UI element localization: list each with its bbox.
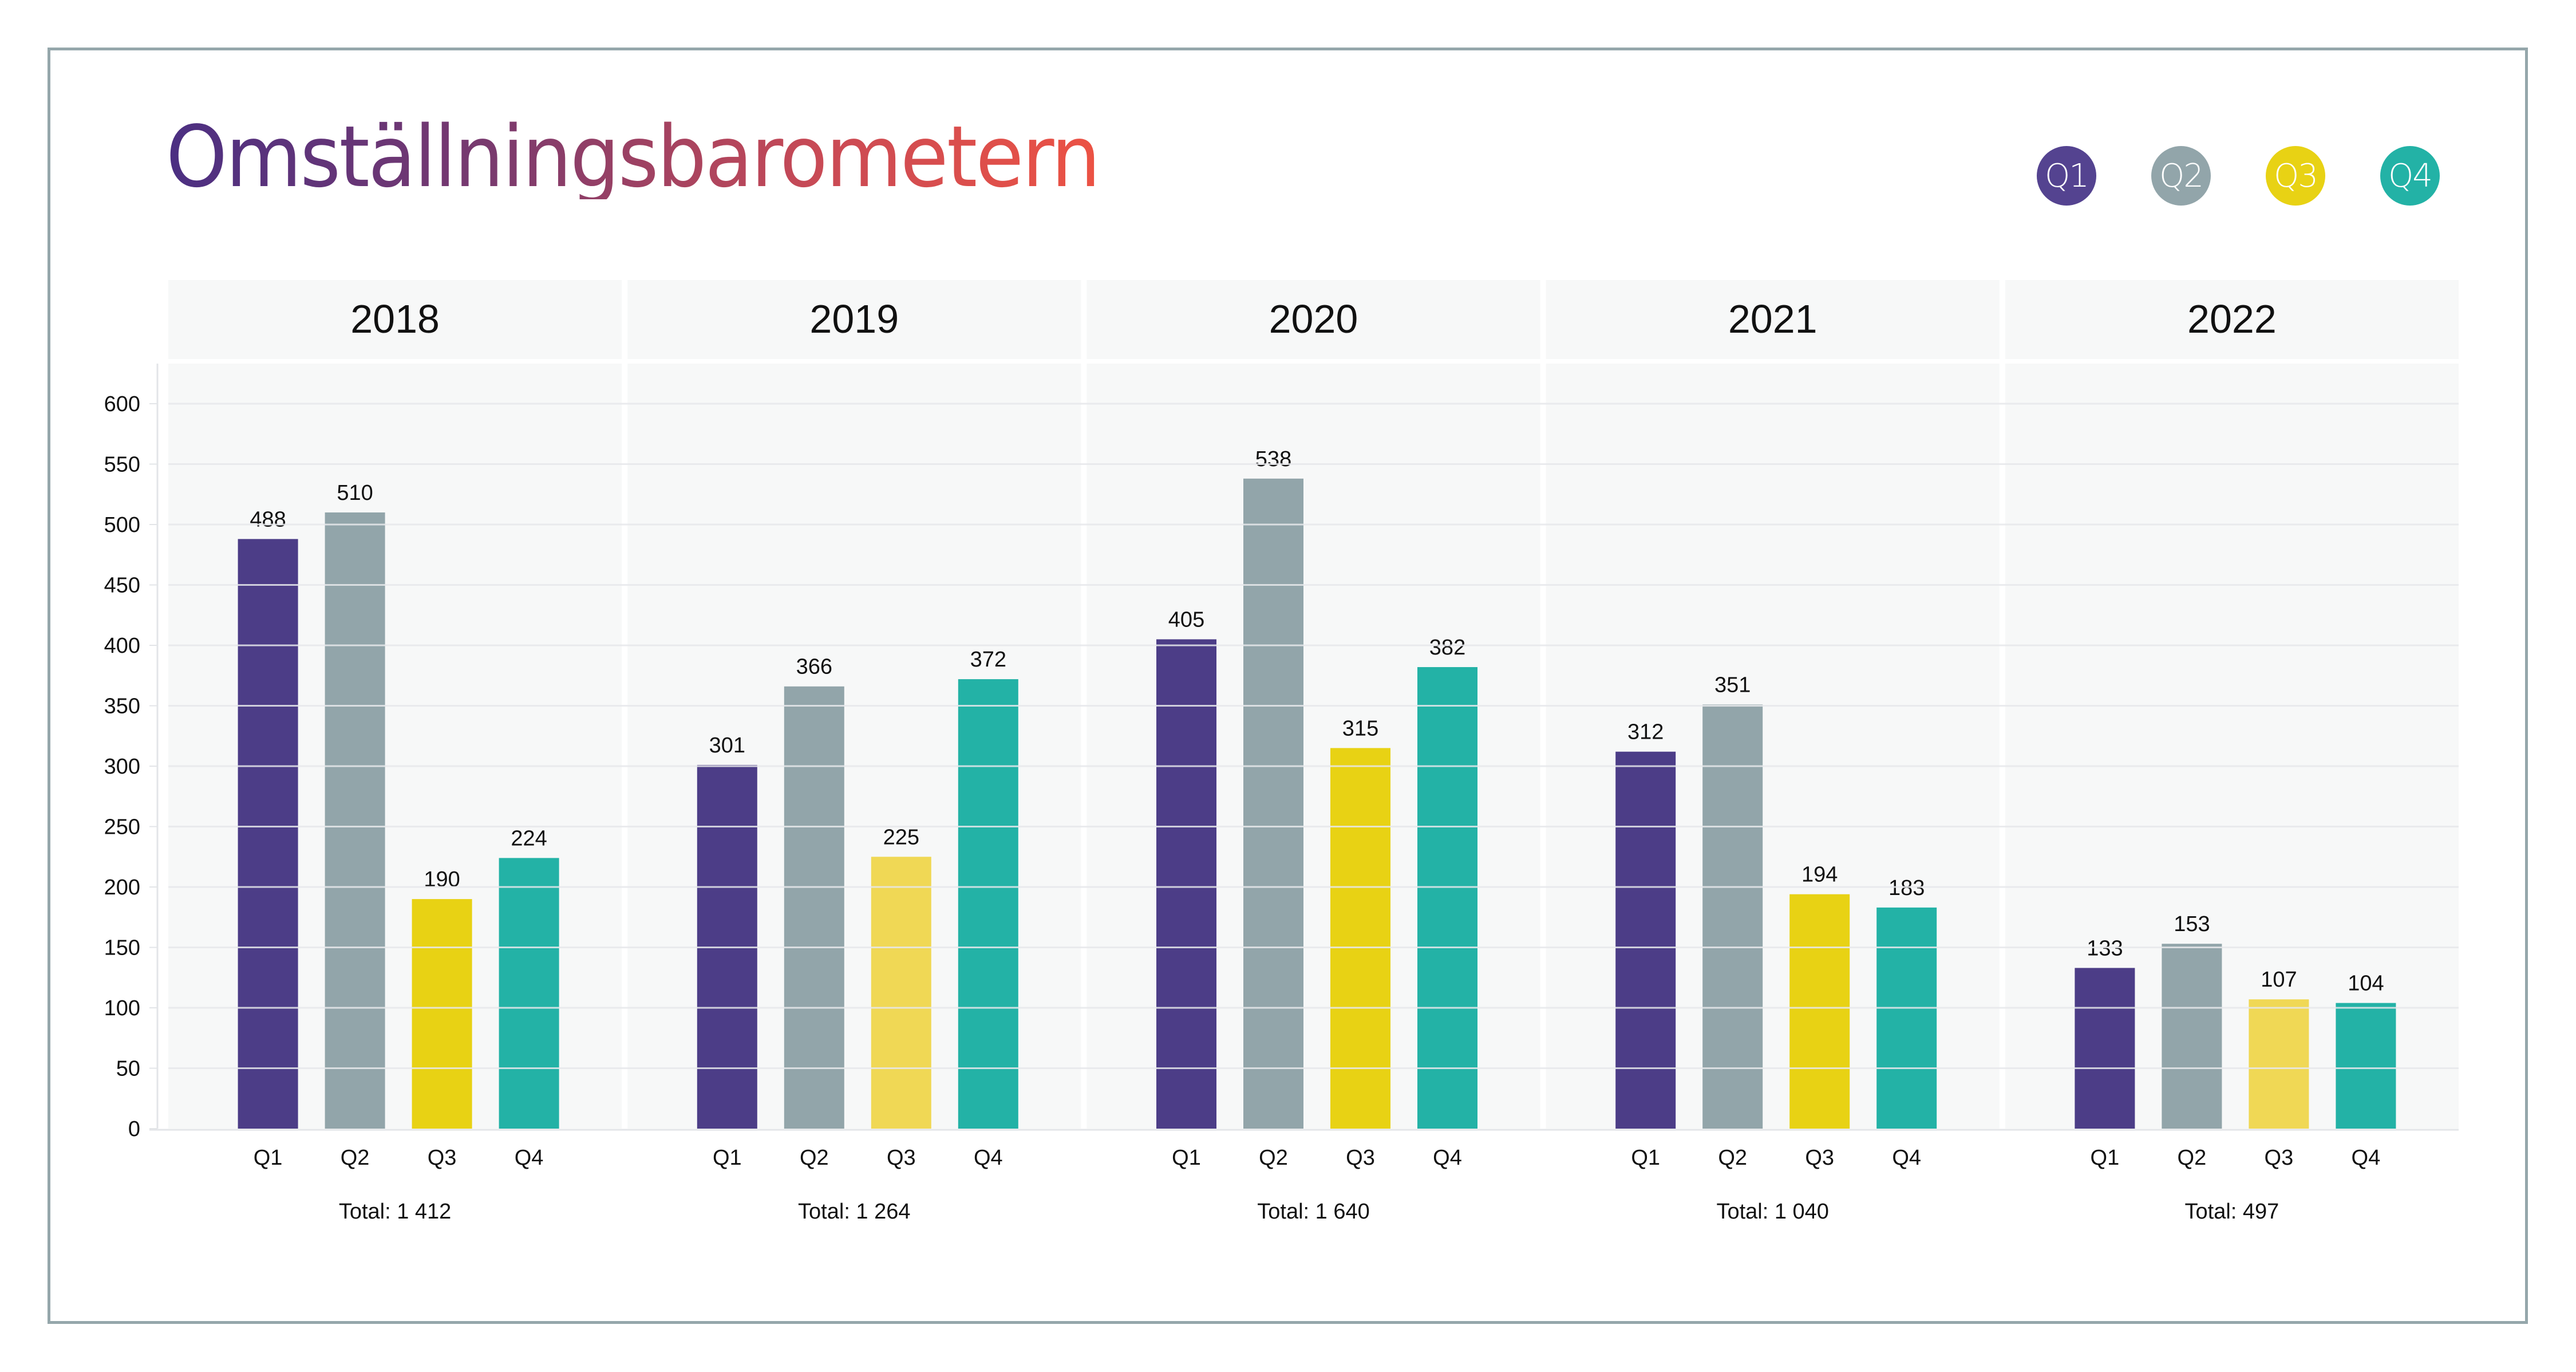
- bar-2018-q4: [499, 858, 559, 1129]
- y-tick-label: 600: [104, 392, 140, 416]
- bar-2019-q4: [958, 679, 1018, 1129]
- x-tick-label: Q3: [2265, 1146, 2294, 1170]
- value-label: 351: [1714, 673, 1751, 697]
- x-tick-label: Q1: [2091, 1146, 2120, 1170]
- y-tick-label: 450: [104, 574, 140, 598]
- y-tick-label: 200: [104, 876, 140, 900]
- total-label: Total: 497: [2185, 1200, 2279, 1224]
- legend-label: Q4: [2388, 157, 2433, 195]
- year-header-panel: [1086, 280, 1540, 359]
- x-tick-label: Q3: [887, 1146, 916, 1170]
- value-label: 107: [2261, 968, 2297, 992]
- x-tick-label: Q3: [1346, 1146, 1375, 1170]
- legend-item-q3: Q3: [2266, 146, 2325, 206]
- chart-frame: [48, 48, 2528, 1324]
- total-label: Total: 1 412: [339, 1200, 451, 1224]
- value-label: 194: [1801, 863, 1838, 887]
- bar-2022-q3: [2249, 999, 2309, 1129]
- x-tick-label: Q4: [1433, 1146, 1462, 1170]
- year-label: 2021: [1728, 297, 1818, 341]
- value-label: 315: [1342, 716, 1378, 740]
- year-header-panel: [627, 280, 1081, 359]
- bar-2021-q3: [1789, 894, 1850, 1129]
- value-label: 372: [970, 648, 1006, 672]
- legend-label: Q1: [2045, 157, 2089, 195]
- x-tick-label: Q2: [2178, 1146, 2207, 1170]
- x-tick-label: Q1: [1172, 1146, 1201, 1170]
- value-label: 366: [796, 655, 832, 679]
- y-tick-label: 350: [104, 695, 140, 719]
- x-tick-label: Q4: [974, 1146, 1003, 1170]
- y-tick-label: 100: [104, 996, 140, 1020]
- x-tick-label: Q2: [1259, 1146, 1288, 1170]
- x-tick-label: Q2: [1718, 1146, 1747, 1170]
- year-label: 2019: [809, 297, 899, 341]
- value-label: 133: [2087, 936, 2123, 960]
- year-label: 2020: [1269, 297, 1358, 341]
- bar-2020-q4: [1417, 667, 1477, 1129]
- value-label: 405: [1168, 608, 1204, 632]
- bar-2018-q2: [325, 512, 385, 1129]
- y-tick-label: 150: [104, 936, 140, 960]
- x-tick-label: Q3: [428, 1146, 457, 1170]
- year-header-panel: [168, 280, 622, 359]
- y-tick-label: 50: [116, 1057, 140, 1081]
- bar-2021-q1: [1615, 751, 1676, 1129]
- legend-item-q2: Q2: [2151, 146, 2211, 206]
- value-label: 104: [2348, 972, 2384, 996]
- x-tick-label: Q2: [341, 1146, 370, 1170]
- bar-2020-q2: [1243, 478, 1303, 1129]
- value-label: 312: [1627, 720, 1664, 744]
- year-header-panel: [2005, 280, 2459, 359]
- value-label: 183: [1888, 876, 1925, 900]
- year-header-panel: [1546, 280, 2000, 359]
- x-tick-label: Q1: [713, 1146, 742, 1170]
- year-label: 2022: [2187, 297, 2277, 341]
- bar-2019-q2: [784, 686, 844, 1129]
- value-label: 488: [250, 507, 286, 531]
- x-tick-label: Q4: [515, 1146, 544, 1170]
- bar-2021-q2: [1702, 704, 1763, 1129]
- value-label: 538: [1255, 447, 1291, 471]
- total-label: Total: 1 040: [1716, 1200, 1828, 1224]
- bar-2020-q1: [1156, 639, 1216, 1129]
- bar-2022-q1: [2075, 968, 2135, 1129]
- value-label: 224: [511, 826, 547, 850]
- x-tick-label: Q1: [1631, 1146, 1660, 1170]
- value-label: 153: [2174, 912, 2210, 936]
- x-tick-label: Q1: [254, 1146, 283, 1170]
- x-tick-label: Q4: [1892, 1146, 1921, 1170]
- total-label: Total: 1 640: [1257, 1200, 1369, 1224]
- bar-2018-q1: [238, 539, 298, 1129]
- y-tick-label: 400: [104, 634, 140, 658]
- bar-2018-q3: [412, 899, 472, 1129]
- value-label: 301: [709, 734, 745, 758]
- total-label: Total: 1 264: [798, 1200, 910, 1224]
- bar-2019-q3: [871, 857, 931, 1129]
- x-tick-label: Q4: [2352, 1146, 2381, 1170]
- bar-2022-q4: [2336, 1003, 2396, 1129]
- y-tick-label: 250: [104, 815, 140, 839]
- year-label: 2018: [350, 297, 440, 341]
- value-label: 225: [883, 825, 919, 849]
- value-label: 190: [424, 868, 460, 892]
- value-label: 510: [337, 481, 373, 505]
- legend-label: Q3: [2274, 157, 2318, 195]
- page-title: Omställningsbarometern: [166, 108, 1101, 206]
- y-tick-label: 300: [104, 755, 140, 779]
- bar-2022-q2: [2162, 944, 2222, 1129]
- legend: Q1 Q2 Q3 Q4: [2037, 146, 2440, 206]
- bar-2021-q4: [1876, 907, 1937, 1129]
- legend-label: Q2: [2159, 157, 2204, 195]
- legend-item-q4: Q4: [2380, 146, 2440, 206]
- y-tick-label: 0: [128, 1117, 140, 1141]
- legend-item-q1: Q1: [2037, 146, 2096, 206]
- x-tick-label: Q2: [800, 1146, 829, 1170]
- y-tick-label: 550: [104, 453, 140, 477]
- y-tick-label: 500: [104, 513, 140, 537]
- x-tick-label: Q3: [1805, 1146, 1834, 1170]
- value-label: 382: [1429, 636, 1465, 660]
- bar-2020-q3: [1330, 748, 1390, 1129]
